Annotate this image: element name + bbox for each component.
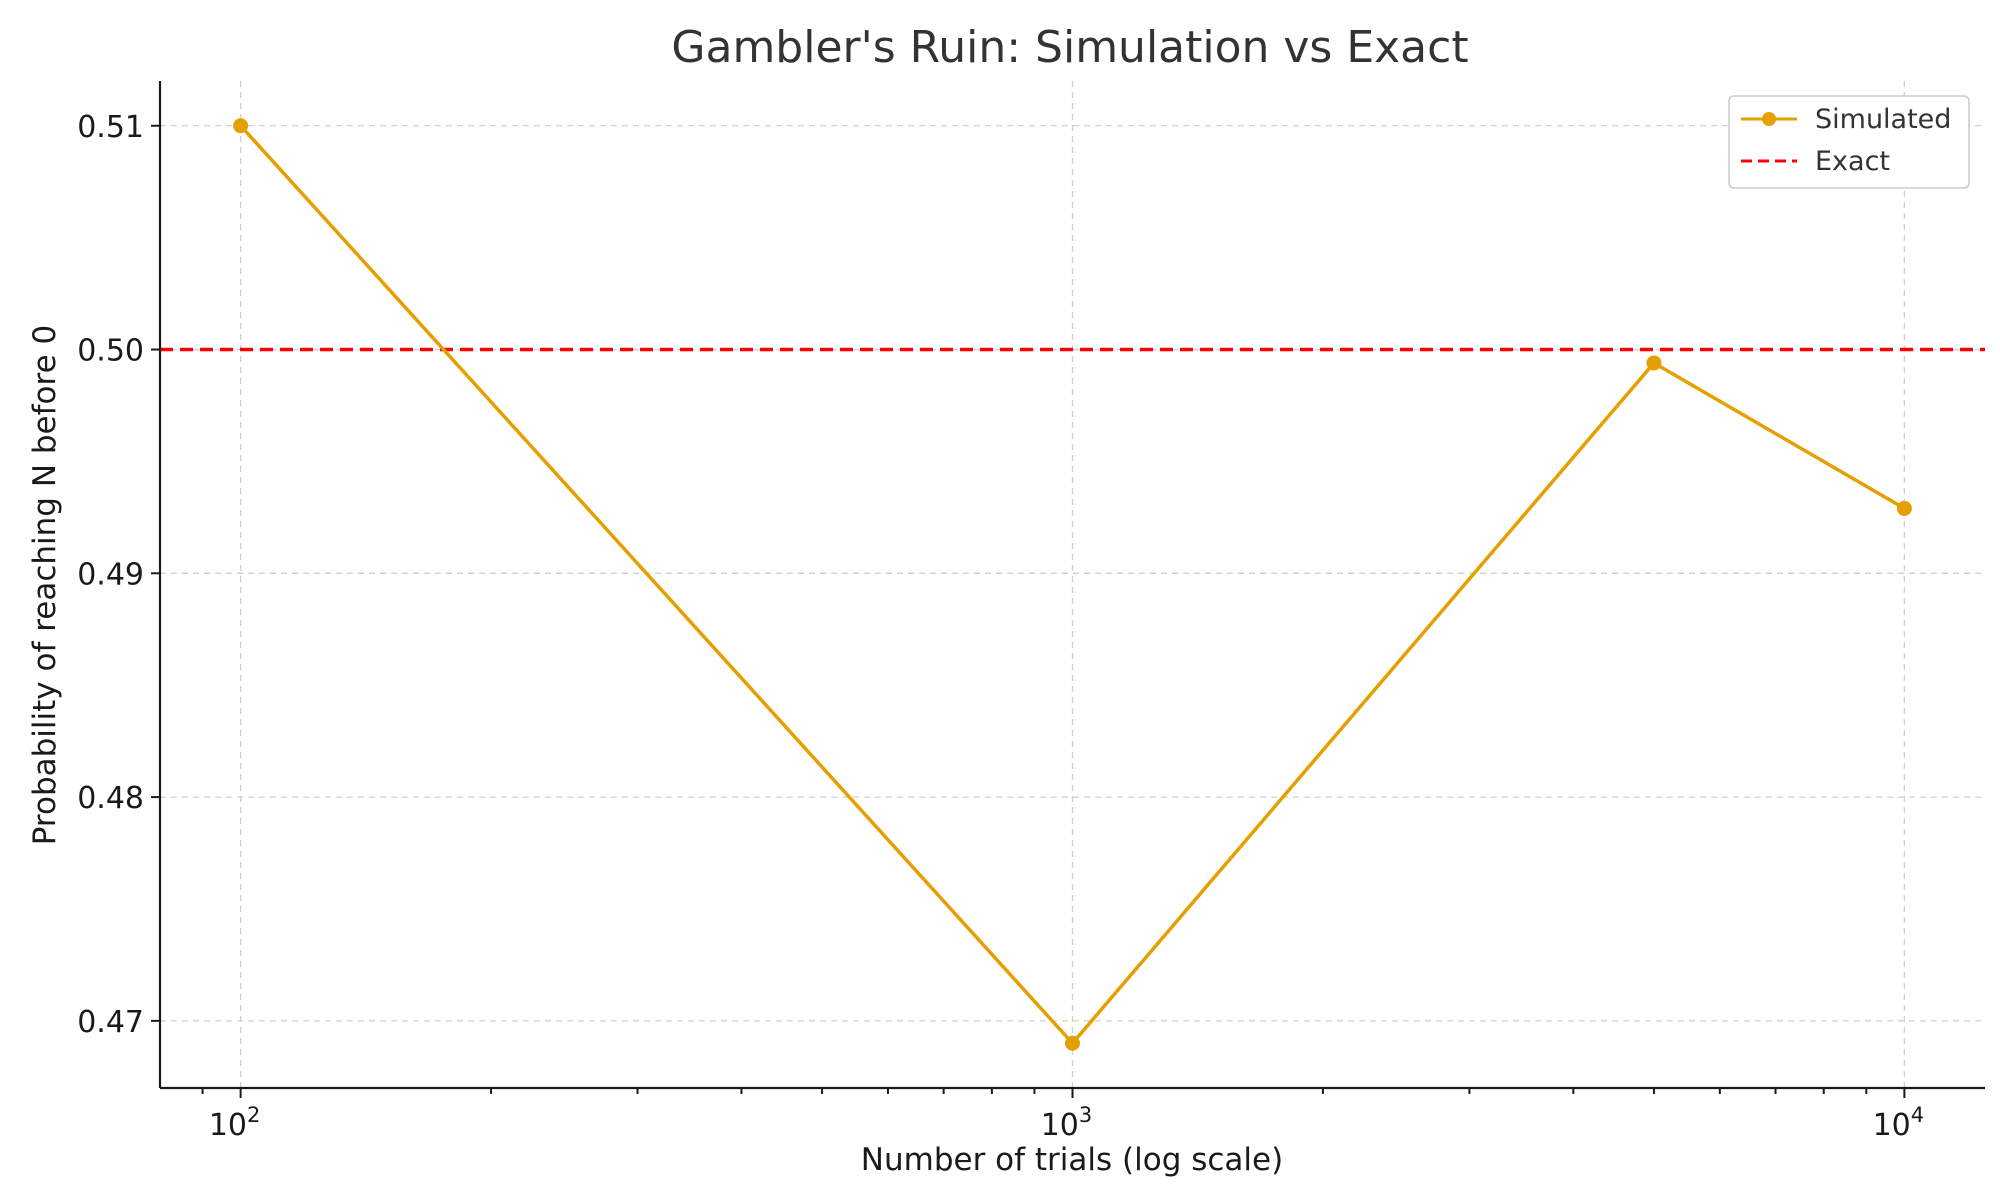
legend: Simulated Exact	[1728, 95, 1970, 189]
legend-simulated-label: Simulated	[1815, 104, 1951, 135]
simulated-point	[1896, 500, 1912, 516]
x-tick-label: 102	[209, 1103, 261, 1143]
axis-ticks: 0.47 0.48 0.49 0.50 0.51 102 103 104	[77, 110, 1924, 1143]
x-tick-label: 104	[1873, 1103, 1925, 1143]
y-tick-label: 0.49	[77, 557, 144, 592]
x-tick-label: 103	[1041, 1103, 1093, 1143]
grid-lines	[160, 81, 1985, 1088]
simulated-point	[1065, 1035, 1080, 1051]
y-tick-label: 0.47	[77, 1005, 144, 1040]
simulated-point	[1646, 355, 1662, 371]
x-axis-label: Number of trials (log scale)	[861, 1142, 1283, 1178]
y-tick-label: 0.48	[77, 781, 144, 816]
y-tick-label: 0.51	[77, 110, 144, 145]
y-tick-label: 0.50	[77, 334, 144, 369]
chart-title: Gambler's Ruin: Simulation vs Exact	[671, 22, 1468, 73]
y-axis-label: Probability of reaching N before 0	[27, 325, 63, 845]
legend-simulated-marker	[1762, 112, 1776, 126]
simulated-line	[239, 124, 1906, 1045]
legend-exact-label: Exact	[1815, 146, 1890, 177]
plot-area	[160, 118, 1985, 1051]
simulated-point	[233, 118, 249, 134]
